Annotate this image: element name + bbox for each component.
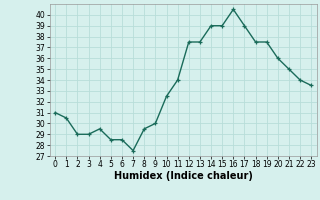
X-axis label: Humidex (Indice chaleur): Humidex (Indice chaleur): [114, 171, 252, 181]
